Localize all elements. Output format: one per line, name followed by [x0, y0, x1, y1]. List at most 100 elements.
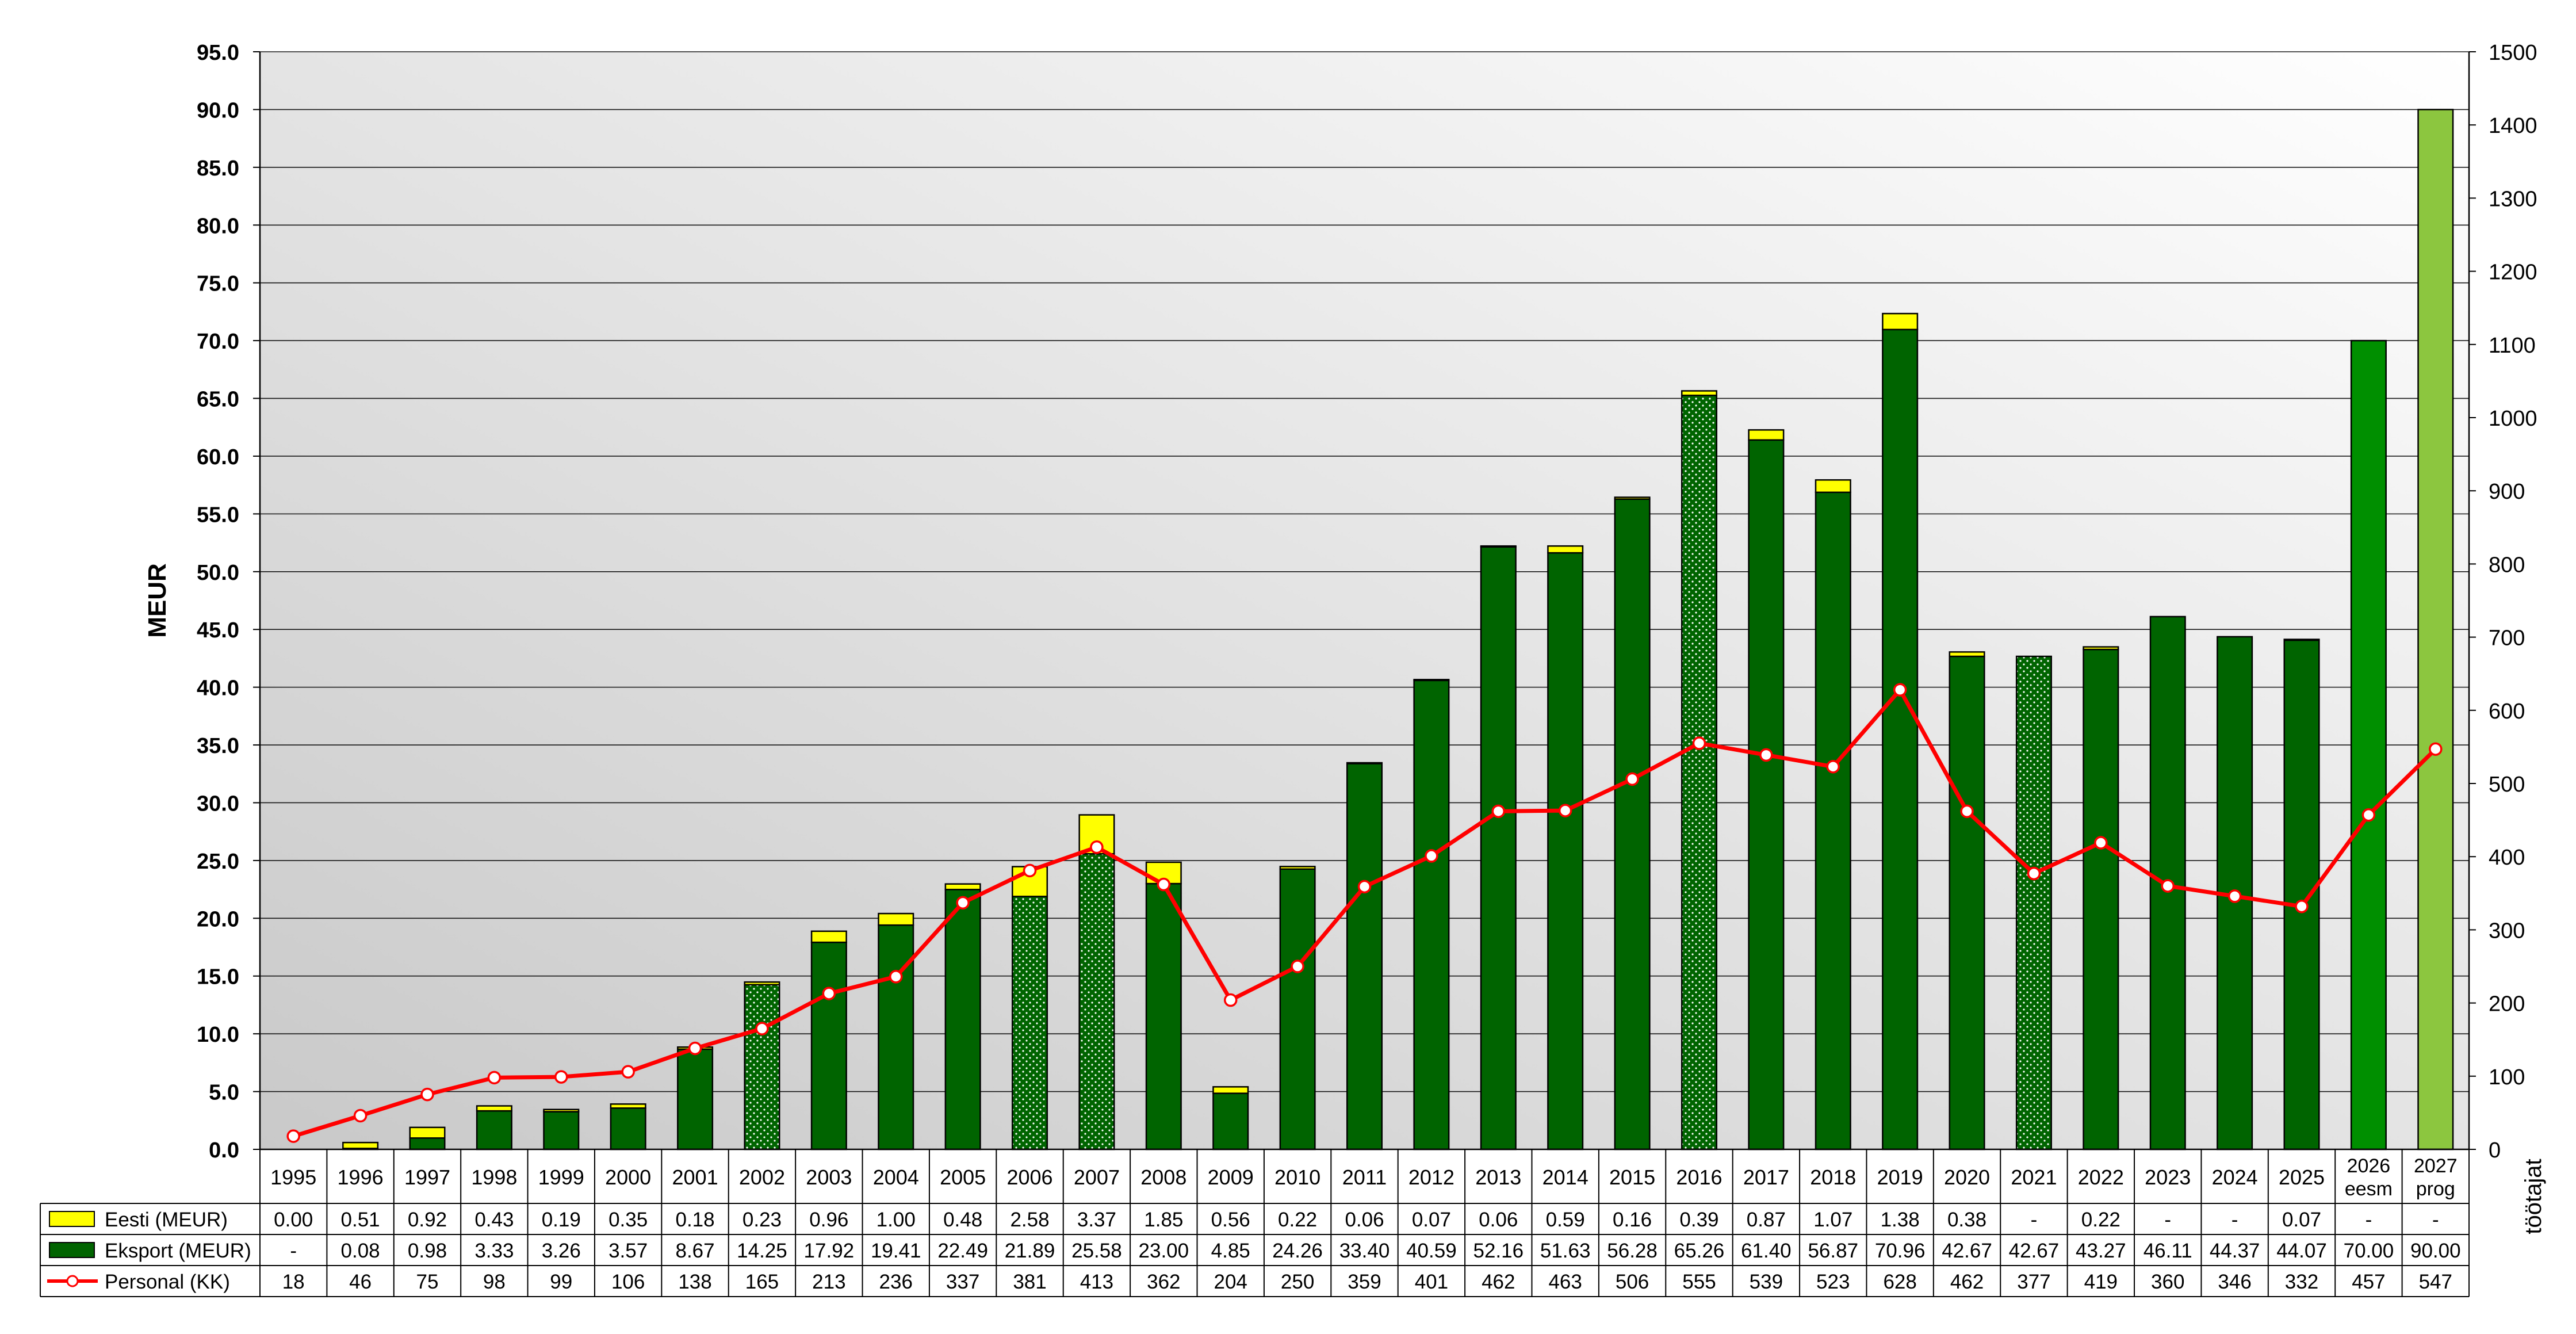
y-tick-label: 55.0 [197, 503, 239, 527]
data-label: 419 [2084, 1271, 2118, 1293]
x-tick-label: 2019 [1877, 1165, 1923, 1189]
y2-tick-label: 1200 [2489, 261, 2537, 285]
y2-tick-label: 1500 [2489, 41, 2537, 65]
eesti-bar [1012, 866, 1048, 897]
personal-point [688, 1041, 702, 1056]
data-label: 523 [1816, 1271, 1850, 1293]
personal-point [2429, 742, 2443, 756]
data-label: 332 [2285, 1271, 2318, 1293]
data-label: 463 [1548, 1271, 1582, 1293]
data-label: 70.96 [1875, 1240, 1926, 1262]
eesti-bar [2283, 639, 2320, 641]
data-label: - [2164, 1209, 2171, 1231]
data-label: 346 [2218, 1271, 2251, 1293]
eksport-bar [2015, 655, 2052, 1150]
eksport-bar [543, 1111, 580, 1150]
data-label: 4.85 [1211, 1240, 1250, 1262]
data-label: 360 [2151, 1271, 2184, 1293]
data-label: 0.39 [1679, 1209, 1718, 1231]
data-label: 0.48 [943, 1209, 982, 1231]
eksport-bar [1949, 655, 1985, 1150]
data-label: 462 [1482, 1271, 1515, 1293]
data-label: 0.23 [742, 1209, 782, 1231]
x-tick-label: 2018 [1810, 1165, 1856, 1189]
x-tick-label: 2022 [2078, 1165, 2124, 1189]
y-tick-label: 5.0 [209, 1081, 239, 1105]
eesti-bar [342, 1141, 379, 1149]
data-label: 547 [2419, 1271, 2452, 1293]
y2-tick-label: 100 [2489, 1065, 2525, 1090]
x-tick-label: 2010 [1274, 1165, 1320, 1189]
axes: 0.0 5.0 10.0 15.0 20.0 25.0 30.0 35.0 40.0 45.0 50… [197, 41, 2537, 1163]
eesti-bar [1949, 651, 1985, 658]
x-tick-label: 2003 [806, 1165, 852, 1189]
eksport-bar [1547, 552, 1584, 1150]
data-label: 46 [349, 1271, 372, 1293]
y2-tick-label: 1100 [2489, 334, 2536, 358]
data-label: 250 [1281, 1271, 1314, 1293]
data-label: 0.16 [1613, 1209, 1652, 1231]
data-label: 56.28 [1607, 1240, 1658, 1262]
data-label: 43.27 [2076, 1240, 2126, 1262]
data-label: 75 [416, 1271, 439, 1293]
y-tick-label: 85.0 [197, 156, 239, 181]
x-tick-label: 2006 [1006, 1165, 1052, 1189]
x-tick-label: 1998 [471, 1165, 517, 1189]
data-label: 90.00 [2410, 1240, 2461, 1262]
data-label: - [2231, 1209, 2238, 1231]
y2-tick-label: 0 [2489, 1138, 2501, 1163]
x-tick-label: 2024 [2212, 1165, 2258, 1189]
data-label: 138 [678, 1271, 711, 1293]
eksport-bar [1882, 328, 1919, 1150]
data-label: 359 [1348, 1271, 1381, 1293]
legend-key-swatch [49, 1211, 95, 1227]
personal-point [1425, 849, 1438, 863]
y-axis-title: MEUR [143, 563, 171, 638]
personal-point [1491, 804, 1506, 819]
data-label: 628 [1883, 1271, 1916, 1293]
data-label: 0.06 [1479, 1209, 1518, 1231]
data-label: 1.07 [1813, 1209, 1852, 1231]
data-label: - [2366, 1209, 2372, 1231]
data-label: 0.98 [408, 1240, 447, 1262]
data-label: 0.07 [1412, 1209, 1451, 1231]
data-label: 24.26 [1272, 1240, 1323, 1262]
x-tick-label: 2021 [2011, 1165, 2057, 1189]
personal-point [1090, 840, 1104, 854]
y-tick-label: 60.0 [197, 445, 239, 469]
y-tick-label: 90.0 [197, 98, 239, 123]
data-label: 23.00 [1139, 1240, 1189, 1262]
y-tick-label: 65.0 [197, 388, 239, 412]
x-tick-label: 2020 [1944, 1165, 1990, 1189]
eksport-bar [878, 924, 914, 1150]
personal-point [420, 1087, 434, 1102]
eksport-bar [1279, 868, 1316, 1150]
data-label: 555 [1682, 1271, 1716, 1293]
data-label: 0.00 [274, 1209, 313, 1231]
data-label: 3.57 [608, 1240, 648, 1262]
data-label: 0.08 [341, 1240, 380, 1262]
eksport-bar [2083, 648, 2119, 1150]
data-label: 0.43 [474, 1209, 514, 1231]
x-tick-label: 2007 [1074, 1165, 1120, 1189]
y2-axis-title: töötajat [2521, 1159, 2546, 1234]
data-label: 506 [1616, 1271, 1649, 1293]
eesti-bar [1212, 1086, 1249, 1094]
eksport-bar [1413, 679, 1450, 1150]
data-label: 42.67 [1942, 1240, 1992, 1262]
legend-key-swatch [49, 1242, 95, 1258]
data-label: 413 [1080, 1271, 1113, 1293]
x-tick-label: 2015 [1609, 1165, 1655, 1189]
data-label: 1.38 [1881, 1209, 1920, 1231]
y-tick-label: 0.0 [209, 1138, 239, 1163]
legend-key-point [66, 1275, 79, 1287]
personal-point [1625, 772, 1639, 786]
y-tick-label: 50.0 [197, 561, 239, 585]
data-label: 377 [2017, 1271, 2050, 1293]
y-tick-label: 45.0 [197, 618, 239, 643]
eksport-bar [1480, 546, 1517, 1150]
eesti-bar [1815, 479, 1851, 494]
eksport-bar [1212, 1092, 1249, 1150]
data-label: 52.16 [1473, 1240, 1524, 1262]
x-tick-label: 1997 [404, 1165, 450, 1189]
